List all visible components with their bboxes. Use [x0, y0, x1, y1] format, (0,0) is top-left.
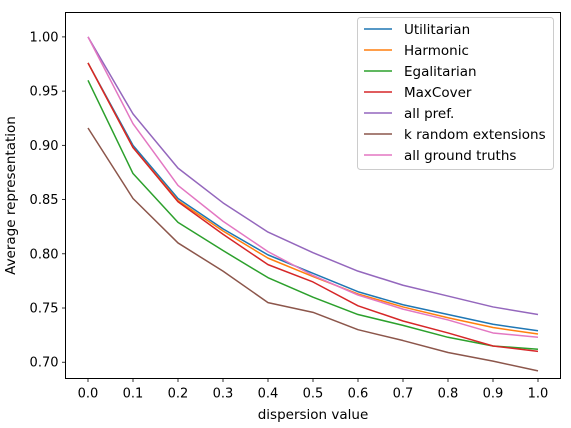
y-axis-ticks: 0.70 0.75 0.80 0.85 0.90 0.95 1.00 — [30, 30, 66, 371]
plot-lines — [87, 36, 539, 372]
y-axis-label: Average representation — [3, 116, 19, 275]
x-tick-label: 0.1 — [123, 387, 144, 402]
x-tick-label: 0.0 — [78, 387, 99, 402]
legend-label-6: all ground truths — [404, 148, 516, 164]
legend-label-2: Egalitarian — [404, 64, 477, 80]
legend-label-1: Harmonic — [404, 43, 469, 59]
x-tick-label: 1.0 — [528, 387, 549, 402]
x-axis-ticks: 0.0 0.1 0.2 0.3 0.4 0.5 0.6 0.7 0.8 0.9 1.0 — [78, 378, 549, 402]
y-tick-label: 0.75 — [30, 302, 59, 317]
y-tick-label: 0.85 — [30, 193, 59, 208]
legend-label-3: MaxCover — [404, 85, 472, 101]
legend-label-5: k random extensions — [404, 127, 546, 143]
y-tick-label: 0.90 — [30, 139, 59, 154]
legend-label-0: Utilitarian — [404, 22, 470, 38]
x-tick-label: 0.9 — [483, 387, 504, 402]
x-tick-label: 0.5 — [303, 387, 324, 402]
series-line-0 — [87, 62, 539, 332]
y-tick-label: 0.80 — [30, 247, 59, 262]
x-tick-label: 0.8 — [438, 387, 459, 402]
series-line-2 — [87, 79, 539, 350]
x-tick-label: 0.2 — [168, 387, 189, 402]
x-tick-label: 0.3 — [213, 387, 234, 402]
legend-box — [357, 17, 554, 170]
y-tick-label: 0.70 — [30, 356, 59, 371]
series-line-4 — [87, 36, 539, 316]
x-axis-label: dispersion value — [258, 407, 369, 423]
series-line-3 — [87, 62, 539, 353]
y-tick-label: 0.95 — [30, 85, 59, 100]
legend: Utilitarian Harmonic Egalitarian MaxCover al… — [357, 17, 554, 170]
y-tick-label: 1.00 — [30, 30, 59, 45]
x-tick-label: 0.7 — [393, 387, 414, 402]
legend-label-4: all pref. — [404, 106, 454, 122]
series-line-5 — [87, 127, 539, 372]
x-tick-label: 0.6 — [348, 387, 369, 402]
x-tick-label: 0.4 — [258, 387, 279, 402]
series-line-6 — [87, 36, 539, 339]
